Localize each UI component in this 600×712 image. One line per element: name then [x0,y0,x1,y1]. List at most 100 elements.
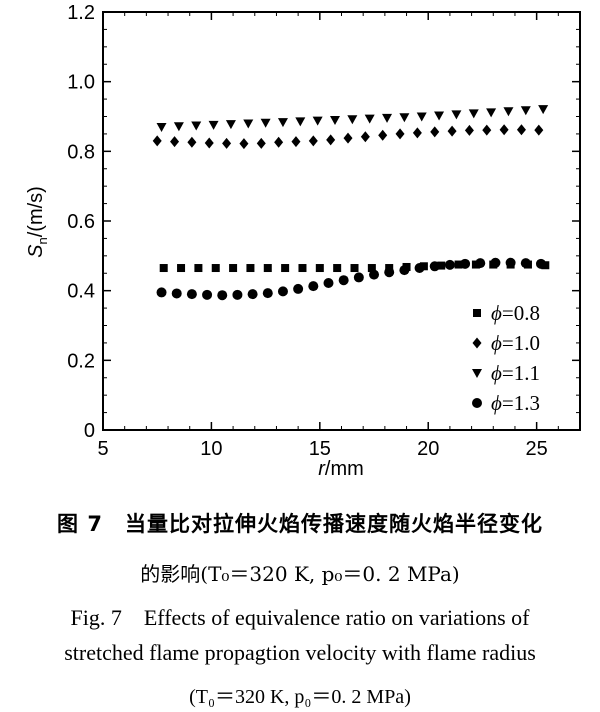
data-point-circle [475,258,486,269]
y-axis-unit: /(m/s) [25,186,47,237]
data-point-circle [202,289,213,300]
ticks: 5 10 15 20 25 0 0.2 0.4 0.6 0.8 1.0 1.2 [67,2,580,460]
y-tick-label: 0.2 [67,350,95,372]
x-tick-label: 15 [309,438,331,460]
caption-cn-line2: 的影响(T₀＝320 K, p₀＝0. 2 MPa) [140,562,460,586]
data-point-square [333,264,342,273]
data-point-diamond [170,136,180,148]
legend-label: ϕ=1.1 [491,361,540,385]
data-point-diamond [447,125,457,137]
data-point-circle [308,281,319,292]
data-point-triangle-down [399,113,410,123]
data-point-circle [277,286,288,297]
data-point-diamond [274,136,284,148]
data-point-triangle-down [208,120,219,130]
data-point-square [454,260,463,269]
data-point-diamond [516,124,526,136]
data-point-circle [217,290,228,301]
data-point-circle [232,289,243,300]
data-marks [152,105,550,301]
data-point-triangle-down [191,121,202,131]
data-point-square [437,261,446,270]
data-point-circle [505,257,516,268]
caption-en-line2: stretched flame propagtion velocity with… [64,640,536,665]
y-tick-label: 1.0 [67,72,95,94]
data-point-triangle-down [277,118,288,128]
data-point-triangle-down [347,115,358,125]
data-point-triangle-down [156,122,167,132]
legend-label: ϕ=0.8 [491,301,540,325]
data-point-triangle-down [243,119,254,129]
y-tick-label: 1.2 [67,2,95,24]
data-point-diamond [343,132,353,144]
data-point-triangle-down [538,105,549,115]
data-point-diamond [412,127,422,139]
legend-marker-circle [472,398,482,408]
x-axis-label: r/mm [318,458,364,480]
data-point-triangle-down [520,106,531,116]
data-point-diamond [395,128,405,140]
y-axis-var: S [25,244,47,258]
data-point-circle [460,258,471,269]
data-point-circle [293,283,304,294]
data-point-triangle-down [173,122,184,132]
data-point-triangle-down [312,116,323,126]
data-point-diamond [378,129,388,141]
data-point-diamond [360,131,370,143]
x-tick-label: 10 [200,438,222,460]
data-point-square [315,264,324,273]
data-point-diamond [239,138,249,150]
data-point-diamond [187,136,197,148]
x-tick-label: 5 [97,438,108,460]
data-point-square [263,264,272,273]
legend-label: ϕ=1.0 [491,331,540,355]
data-point-circle [338,275,349,286]
caption-cn-line1: 图 7 当量比对拉伸火焰传播速度随火焰半径变化 [57,512,543,536]
x-tick-label: 20 [417,438,439,460]
data-point-triangle-down [329,115,340,125]
data-point-circle [323,278,334,289]
y-tick-label: 0.6 [67,211,95,233]
data-point-diamond [152,135,162,147]
data-point-square [350,264,359,273]
data-point-diamond [204,137,214,149]
data-point-diamond [291,136,301,148]
data-point-circle [535,258,546,269]
x-axis-unit: /mm [325,458,364,480]
data-point-triangle-down [295,117,306,127]
data-point-diamond [534,124,544,136]
data-point-diamond [464,124,474,136]
data-point-circle [247,289,258,300]
data-point-circle [353,272,364,283]
caption-en-line3: (T₀＝320 K, p₀＝0. 2 MPa) [189,686,411,708]
data-point-circle [490,257,501,268]
data-point-triangle-down [451,110,462,120]
data-point-triangle-down [468,109,479,119]
data-point-circle [171,288,182,299]
y-tick-label: 0.8 [67,141,95,163]
y-tick-label: 0.4 [67,281,95,303]
data-point-triangle-down [503,107,514,117]
data-point-square [177,264,186,273]
data-point-diamond [326,134,336,146]
data-point-circle [262,288,273,299]
data-point-square [229,264,238,273]
data-point-diamond [222,137,232,149]
legend-marker-square [473,309,481,317]
data-point-triangle-down [225,120,236,130]
legend-marker-triangle-down [472,369,482,378]
y-axis-label: Sn/(m/s) [25,186,50,258]
data-point-diamond [256,137,266,149]
data-point-square [211,264,220,273]
data-point-triangle-down [382,113,393,123]
legend-label: ϕ=1.3 [491,391,540,415]
data-point-triangle-down [416,112,427,122]
data-point-triangle-down [364,114,375,124]
data-point-circle [156,287,167,298]
legend-marker-diamond [472,337,482,349]
data-point-square [194,264,203,273]
data-point-circle [414,263,425,274]
legend: ϕ=0.8 ϕ=1.0 ϕ=1.1 ϕ=1.3 [472,301,540,415]
data-point-square [159,264,168,273]
